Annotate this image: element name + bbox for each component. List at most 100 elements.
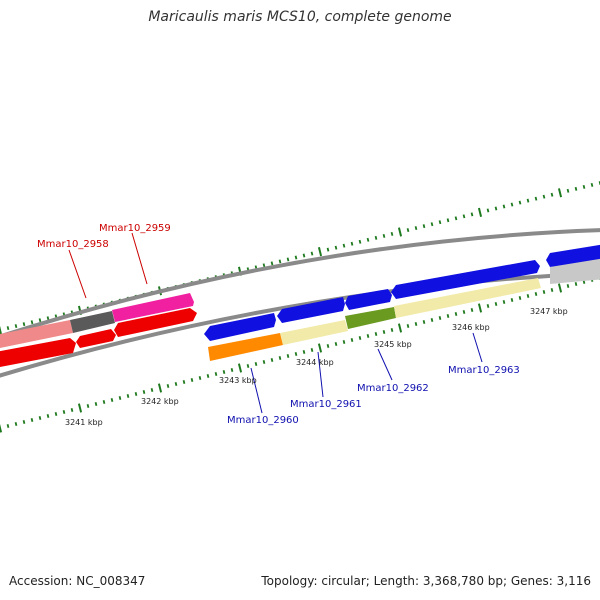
leader-2960 (250, 367, 263, 414)
inner-minor-tick (542, 290, 546, 294)
outer-minor-tick (486, 208, 490, 213)
inner-minor-tick (270, 358, 274, 362)
inner-minor-tick (38, 416, 42, 420)
inner-minor-tick (510, 298, 514, 302)
inner-minor-tick (262, 360, 266, 364)
inner-minor-tick (502, 300, 506, 304)
outer-minor-tick (22, 322, 26, 327)
inner-minor-tick (118, 396, 122, 400)
inner-minor-tick (414, 322, 418, 326)
outer-minor-tick (6, 326, 10, 331)
inner-minor-tick (358, 336, 362, 340)
inner-major-tick (0, 423, 3, 433)
gene-label-2959[interactable]: Mmar10_2959 (99, 223, 171, 234)
inner-minor-tick (374, 332, 378, 336)
outer-minor-tick (534, 196, 538, 201)
inner-minor-tick (486, 304, 490, 308)
kbp-label-3244: 3244 kbp (296, 358, 334, 367)
outer-minor-tick (38, 318, 42, 323)
outer-minor-tick (358, 239, 362, 244)
outer-minor-tick (422, 224, 426, 229)
kbp-label-3242: 3242 kbp (141, 397, 179, 406)
kbp-label-3245: 3245 kbp (374, 340, 412, 349)
outer-minor-tick (414, 226, 418, 231)
outer-minor-tick (542, 194, 546, 199)
inner-minor-tick (574, 282, 578, 286)
inner-minor-tick (166, 384, 170, 388)
inner-minor-tick (406, 324, 410, 328)
inner-minor-tick (534, 292, 538, 296)
outer-minor-tick (278, 259, 282, 264)
outer-major-tick (477, 207, 483, 218)
outer-minor-tick (510, 202, 514, 207)
leader-2963 (472, 332, 483, 363)
outer-minor-tick (286, 257, 290, 262)
inner-major-tick (477, 303, 483, 313)
inner-minor-tick (566, 284, 570, 288)
gene-block-magenta (112, 293, 194, 322)
outer-minor-tick (350, 241, 354, 246)
inner-minor-tick (30, 418, 34, 422)
gene-red-3 (114, 308, 197, 337)
outer-minor-tick (390, 231, 394, 236)
inner-minor-tick (22, 420, 26, 424)
gene-label-2960[interactable]: Mmar10_2960 (227, 415, 299, 426)
outer-minor-tick (262, 263, 266, 268)
inner-minor-tick (150, 388, 154, 392)
inner-minor-tick (54, 412, 58, 416)
inner-minor-tick (550, 288, 554, 292)
outer-minor-tick (454, 216, 458, 221)
gene-label-2958[interactable]: Mmar10_2958 (37, 239, 109, 250)
outer-minor-tick (310, 251, 314, 256)
inner-minor-tick (110, 398, 114, 402)
inner-minor-tick (518, 296, 522, 300)
outer-minor-tick (574, 186, 578, 191)
inner-minor-tick (350, 338, 354, 342)
inner-minor-tick (70, 408, 74, 412)
inner-minor-tick (526, 294, 530, 298)
inner-minor-tick (454, 312, 458, 316)
outer-minor-tick (374, 235, 378, 240)
inner-minor-tick (126, 394, 130, 398)
gene-block-pink-light (0, 320, 73, 348)
genome-summary-text: Topology: circular; Length: 3,368,780 bp… (261, 574, 591, 588)
inner-minor-tick (286, 354, 290, 358)
gene-label-2963[interactable]: Mmar10_2963 (448, 365, 520, 376)
outer-minor-tick (566, 188, 570, 193)
gene-label-2961[interactable]: Mmar10_2961 (290, 399, 362, 410)
gene-blue-3 (345, 289, 392, 310)
inner-minor-tick (326, 344, 330, 348)
inner-minor-tick (14, 422, 18, 426)
inner-minor-tick (230, 368, 234, 372)
gene-red-1 (0, 338, 76, 368)
gene-blue-4 (391, 260, 540, 299)
outer-minor-tick (342, 243, 346, 248)
inner-minor-tick (294, 352, 298, 356)
inner-minor-tick (494, 302, 498, 306)
inner-major-tick (557, 283, 563, 293)
inner-minor-tick (382, 330, 386, 334)
inner-major-tick (77, 403, 83, 413)
outer-major-tick (317, 246, 323, 257)
outer-minor-tick (294, 255, 298, 260)
gene-blue-2 (277, 297, 345, 323)
outer-minor-tick (430, 222, 434, 227)
kbp-label-3247: 3247 kbp (530, 307, 568, 316)
inner-minor-tick (334, 342, 338, 346)
leader-2962 (377, 348, 393, 381)
outer-minor-tick (438, 220, 442, 225)
inner-minor-tick (86, 404, 90, 408)
outer-minor-tick (382, 233, 386, 238)
inner-minor-tick (438, 316, 442, 320)
inner-minor-tick (142, 390, 146, 394)
backbone-inner (0, 271, 600, 378)
kbp-label-3241: 3241 kbp (65, 418, 103, 427)
outer-minor-tick (366, 237, 370, 242)
outer-minor-tick (302, 253, 306, 258)
gene-label-2962[interactable]: Mmar10_2962 (357, 383, 429, 394)
inner-minor-tick (342, 340, 346, 344)
inner-minor-tick (430, 318, 434, 322)
leader-2958 (68, 249, 87, 299)
inner-tick-track (0, 276, 600, 433)
outer-minor-tick (502, 204, 506, 209)
